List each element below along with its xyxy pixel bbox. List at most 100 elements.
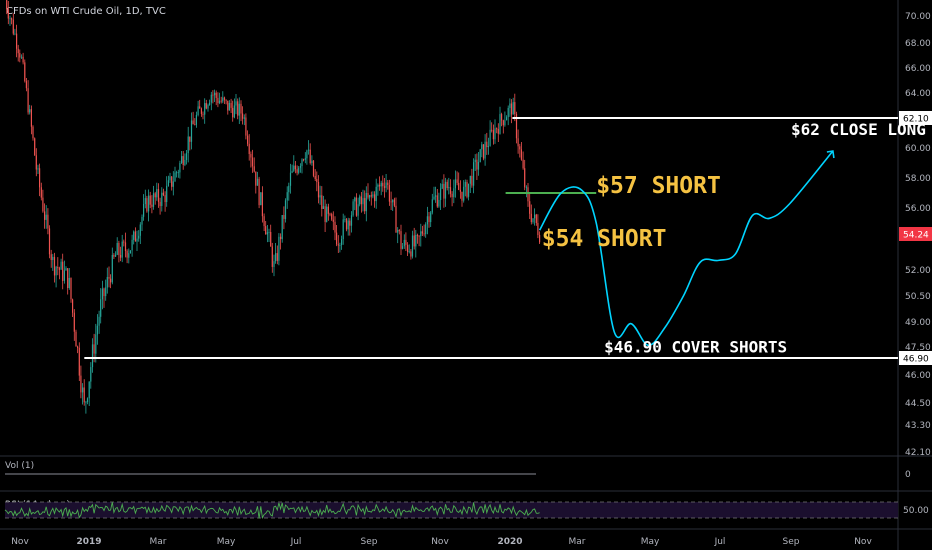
price-tick-label: 60.00 xyxy=(905,144,931,154)
candle-body xyxy=(510,103,513,115)
candle-body xyxy=(149,195,151,205)
candle-body xyxy=(159,201,161,206)
time-tick-label: Sep xyxy=(783,537,800,547)
last-price-tag: 54.24 xyxy=(903,231,929,241)
candle-body xyxy=(75,331,77,347)
candle-body xyxy=(342,219,344,239)
candle-body xyxy=(88,381,90,399)
time-tick-label: Mar xyxy=(150,537,167,547)
candle-body xyxy=(270,232,272,247)
price-tick-label: 52.00 xyxy=(905,266,931,276)
candle-body xyxy=(378,184,381,187)
candle-body xyxy=(185,153,188,160)
candle-body xyxy=(416,234,419,236)
candle-body xyxy=(202,113,204,115)
candle-body xyxy=(39,168,41,188)
candle-body xyxy=(30,109,32,127)
candle-body xyxy=(128,253,130,258)
candle-body xyxy=(435,195,437,197)
annotation-label: $62 CLOSE LONG xyxy=(791,120,926,139)
candle-body xyxy=(181,156,183,163)
candle-body xyxy=(17,48,19,54)
candle-body xyxy=(83,387,85,403)
candle-body xyxy=(395,205,397,233)
candle-body xyxy=(291,170,293,173)
candle-body xyxy=(317,182,320,198)
candle-body xyxy=(11,18,13,20)
candle-body xyxy=(476,159,478,170)
candle-body xyxy=(339,245,341,246)
candle-body xyxy=(289,172,292,186)
candle-body xyxy=(68,278,70,288)
candle-body xyxy=(341,239,343,245)
price-tick-label: 46.00 xyxy=(905,371,931,381)
candle-body xyxy=(377,184,379,187)
candle-body xyxy=(273,261,275,267)
candle-body xyxy=(327,206,329,214)
candle-body xyxy=(133,231,135,240)
candle-body xyxy=(6,0,8,10)
candle-body xyxy=(534,214,536,219)
candle-body xyxy=(141,216,143,225)
candle-body xyxy=(314,176,316,179)
candle-body xyxy=(90,367,92,382)
candle-body xyxy=(152,193,155,207)
candle-body xyxy=(148,195,150,212)
candle-body xyxy=(535,214,537,223)
candle-body xyxy=(374,194,376,202)
candle-body xyxy=(405,239,407,245)
candle-body xyxy=(502,120,504,126)
candle-body xyxy=(350,215,353,226)
candle-body xyxy=(48,228,51,255)
candle-body xyxy=(240,103,242,114)
candle-body xyxy=(271,246,273,267)
time-tick-label: 2019 xyxy=(76,537,101,547)
candle-body xyxy=(537,223,539,235)
candle-body xyxy=(93,344,95,354)
candle-body xyxy=(98,316,100,326)
candle-body xyxy=(454,179,456,189)
candle-body xyxy=(179,163,181,173)
candle-body xyxy=(441,183,443,189)
candle-body xyxy=(222,97,224,102)
candle-body xyxy=(228,103,230,111)
time-tick-label: 2020 xyxy=(497,537,522,547)
candle-body xyxy=(496,128,498,130)
candle-body xyxy=(322,206,324,209)
candle-body xyxy=(527,187,529,202)
candle-body xyxy=(22,56,24,63)
candle-body xyxy=(492,130,494,140)
candle-body xyxy=(385,182,387,188)
candle-body xyxy=(65,268,67,271)
candle-body xyxy=(235,101,237,106)
candle-body xyxy=(174,172,176,182)
candle-body xyxy=(131,239,133,251)
time-tick-label: Nov xyxy=(11,537,29,547)
candle-body xyxy=(529,201,531,214)
candle-body xyxy=(398,230,400,232)
candle-body xyxy=(136,238,138,242)
candle-body xyxy=(296,169,298,173)
candle-body xyxy=(352,201,354,216)
last-price-tag-bg xyxy=(899,227,932,241)
candle-body xyxy=(72,299,74,313)
chart-title: CFDs on WTI Crude Oil, 1D, TVC xyxy=(6,6,166,17)
candle-body xyxy=(446,181,448,188)
candle-body xyxy=(354,197,356,202)
candle-body xyxy=(190,120,193,142)
candle-body xyxy=(456,179,458,183)
candle-body xyxy=(520,149,522,160)
candle-body xyxy=(265,226,267,235)
candle-body xyxy=(311,160,313,163)
candle-body xyxy=(421,231,423,234)
candle-body xyxy=(387,182,389,185)
candle-body xyxy=(501,114,503,121)
candle-body xyxy=(77,346,79,348)
candle-body xyxy=(308,149,310,151)
candle-body xyxy=(506,117,508,121)
candle-body xyxy=(266,232,268,235)
candle-body xyxy=(85,401,87,403)
candle-body xyxy=(321,195,323,209)
time-tick-label: Jul xyxy=(290,537,302,547)
